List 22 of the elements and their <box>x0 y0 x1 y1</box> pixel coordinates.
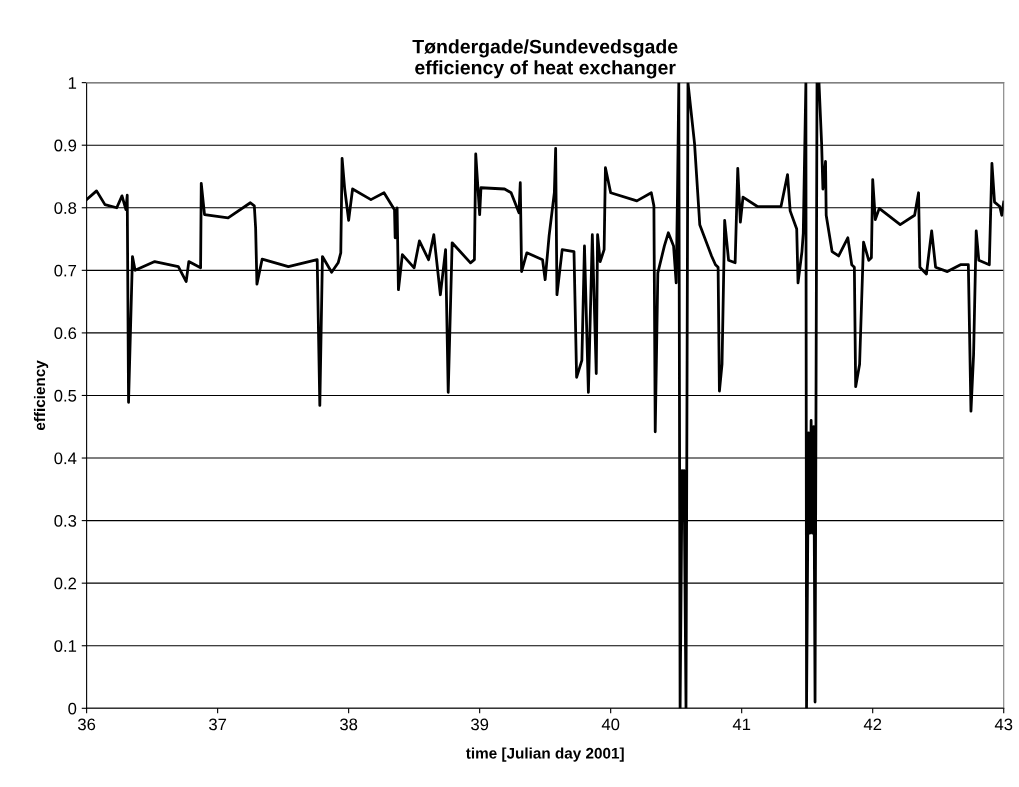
y-tick-label: 0.7 <box>54 264 77 277</box>
y-tick-label: 0.9 <box>54 139 77 152</box>
y-tick-label: 0 <box>68 702 77 715</box>
y-tick-label: 0.3 <box>54 515 77 527</box>
y-tick-label: 0.1 <box>54 640 77 652</box>
x-tick-label: 40 <box>601 718 620 731</box>
x-tick-label: 42 <box>863 718 882 731</box>
x-tick-label: 37 <box>209 718 227 731</box>
x-tick-label: 36 <box>77 718 96 731</box>
x-tick-label: 39 <box>471 718 489 731</box>
y-tick-label: 0.8 <box>54 202 77 214</box>
y-tick-label: 1 <box>68 77 77 89</box>
x-axis-title: time [Julian day 2001] <box>465 747 624 762</box>
y-tick-label: 0.5 <box>54 389 77 402</box>
x-tick-label: 43 <box>994 718 1013 731</box>
x-tick-label: 38 <box>340 718 358 731</box>
y-tick-label: 0.4 <box>54 452 77 465</box>
x-tick-label: 41 <box>732 718 751 731</box>
chart-title: Tøndergade/Sundevedsgade efficiency of heat exchanger <box>412 39 678 79</box>
y-tick-label: 0.6 <box>54 327 77 340</box>
y-tick-label: 0.2 <box>54 577 77 590</box>
y-axis-title: efficiency <box>33 360 49 431</box>
